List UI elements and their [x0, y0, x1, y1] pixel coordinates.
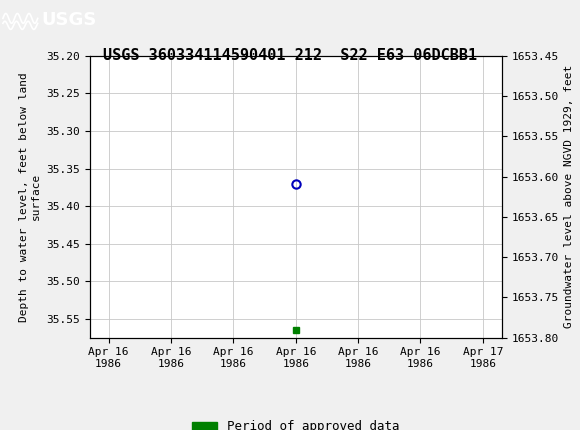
Text: USGS: USGS — [42, 12, 97, 29]
Y-axis label: Groundwater level above NGVD 1929, feet: Groundwater level above NGVD 1929, feet — [564, 65, 574, 329]
Y-axis label: Depth to water level, feet below land
surface: Depth to water level, feet below land su… — [19, 72, 41, 322]
Legend: Period of approved data: Period of approved data — [187, 415, 404, 430]
Text: USGS 360334114590401 212  S22 E63 06DCBB1: USGS 360334114590401 212 S22 E63 06DCBB1 — [103, 48, 477, 62]
